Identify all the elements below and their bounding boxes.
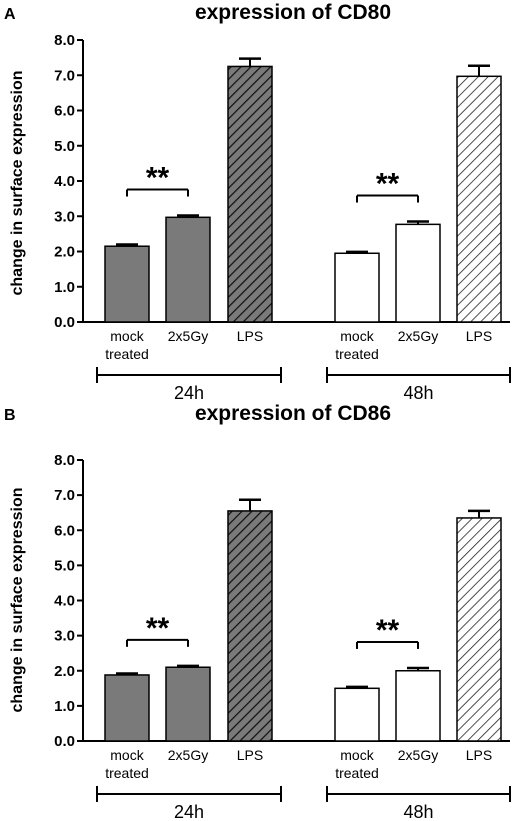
x-tick-label: 2x5Gy [168,328,208,344]
chart-title: expression of CD86 [195,402,391,425]
panel-letter: B [4,407,16,424]
y-tick-label: 2.0 [54,663,75,680]
bar [395,670,441,742]
significance-markers: ** ** [126,162,419,203]
bars [104,65,502,323]
y-ticks: 0.0 1.0 2.0 3.0 4.0 5.0 6.0 7.0 8.0 [54,452,83,750]
y-tick-label: 1.0 [54,698,75,715]
group-label: 24h [174,383,204,403]
bar [227,65,273,323]
bar [165,666,211,742]
bar [395,223,441,323]
bar [104,245,150,323]
x-tick-label: LPS [237,328,263,344]
y-tick-label: 7.0 [54,487,75,504]
x-tick-label: mock treated [335,747,379,781]
significance-label: ** [376,168,400,201]
y-tick-label: 3.0 [54,208,75,225]
y-tick-label: 6.0 [54,522,75,539]
x-tick-label: mock treated [105,747,149,781]
x-tick-label: LPS [466,747,492,763]
x-tick-labels: mock treated 2x5Gy LPS mock treated 2x5Gy LPS [105,328,492,362]
y-ticks: 0.0 1.0 2.0 3.0 4.0 5.0 6.0 7.0 8.0 [54,32,83,331]
bar [165,216,211,323]
bar [334,252,380,323]
x-tick-label: 2x5Gy [168,747,208,763]
y-tick-label: 0.0 [54,314,75,331]
chart-title: expression of CD80 [195,1,391,24]
y-tick-label: 5.0 [54,557,75,574]
chart-panel-a: A expression of CD80 change in surface e… [4,1,511,403]
y-tick-label: 5.0 [54,138,75,155]
bar [456,75,502,323]
x-tick-label: mock treated [105,328,149,362]
x-tick-label: LPS [237,747,263,763]
x-tick-labels: mock treated 2x5Gy LPS mock treated 2x5Gy LPS [105,747,492,781]
y-tick-label: 6.0 [54,103,75,120]
chart-panel-b: B expression of CD86 change in surface e… [4,402,511,821]
bar [104,674,150,742]
error-bars [116,498,490,689]
y-tick-label: 3.0 [54,628,75,645]
group-brackets: 24h 48h [96,786,511,821]
y-tick-label: 2.0 [54,244,75,261]
y-tick-label: 1.0 [54,279,75,296]
group-label: 48h [403,383,433,403]
bar [456,517,502,742]
y-tick-label: 7.0 [54,67,75,84]
panel-letter: A [4,6,16,23]
y-axis-label: change in surface expression [9,71,26,296]
x-tick-label: mock treated [335,328,379,362]
x-tick-label: LPS [466,328,492,344]
y-axis-label: change in surface expression [9,488,26,713]
y-tick-label: 8.0 [54,32,75,49]
y-tick-label: 4.0 [54,173,75,190]
y-tick-label: 8.0 [54,452,75,469]
significance-label: ** [146,612,170,645]
group-label: 48h [403,802,433,821]
y-tick-label: 0.0 [54,733,75,750]
x-tick-label: 2x5Gy [398,747,438,763]
x-tick-label: 2x5Gy [398,328,438,344]
error-bars [116,57,490,254]
significance-label: ** [376,614,400,647]
bar [334,687,380,742]
y-tick-label: 4.0 [54,593,75,610]
bar [227,510,273,742]
group-label: 24h [174,802,204,821]
significance-markers: ** ** [126,612,419,649]
significance-label: ** [146,162,170,195]
group-brackets: 24h 48h [96,367,511,403]
